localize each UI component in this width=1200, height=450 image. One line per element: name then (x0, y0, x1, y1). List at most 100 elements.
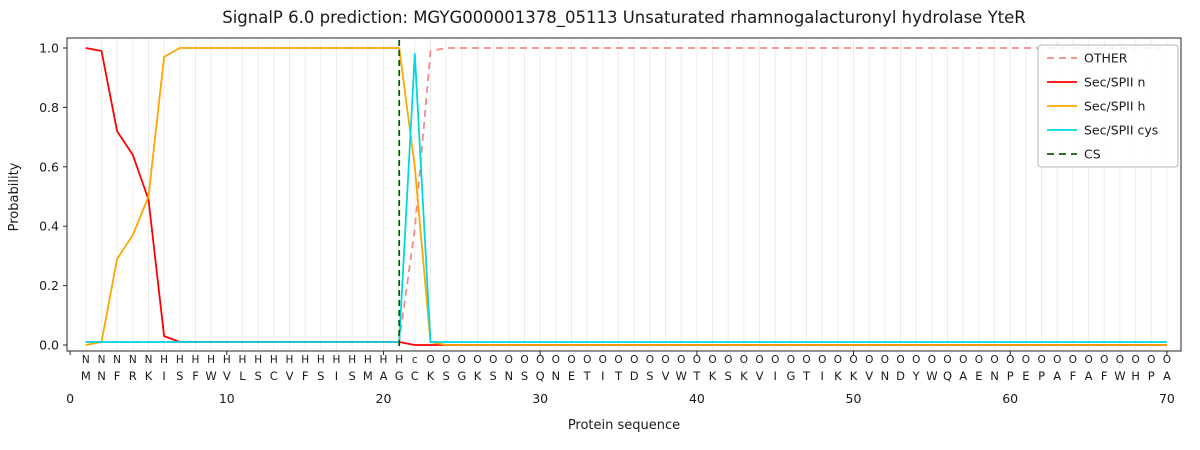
residue-letter: D (630, 369, 639, 383)
residue-letter: M (81, 369, 91, 383)
x-tick-label: 50 (846, 391, 862, 406)
residue-letter: H (1131, 369, 1140, 383)
region-label: O (552, 354, 560, 366)
region-label: H (192, 354, 200, 366)
region-label: N (98, 354, 106, 366)
residue-letter: N (881, 369, 890, 383)
region-label: O (458, 354, 466, 366)
residue-letter: A (959, 369, 967, 383)
region-label: O (1100, 354, 1108, 366)
residue-letter: K (474, 369, 482, 383)
residue-letter: T (614, 369, 623, 383)
residue-letter: Q (536, 369, 545, 383)
residue-letter: V (865, 369, 873, 383)
legend-label: Sec/SPII n (1084, 75, 1145, 90)
region-label: O (959, 354, 967, 366)
residue-letter: T (692, 369, 701, 383)
region-label: H (223, 354, 231, 366)
residue-letter: M (363, 369, 373, 383)
region-label: O (677, 354, 685, 366)
residue-letter: I (773, 369, 776, 383)
region-label: O (1163, 354, 1171, 366)
region-label: c (412, 354, 418, 366)
region-label: O (520, 354, 528, 366)
legend: OTHER Sec/SPII n Sec/SPII h Sec/SPII cys CS (1037, 44, 1179, 168)
x-tick-label: 40 (689, 391, 705, 406)
region-label: N (145, 354, 153, 366)
residue-letter: S (521, 369, 528, 383)
region-label: O (802, 354, 810, 366)
x-axis-label: Protein sequence (568, 418, 680, 433)
series-line-sec-spii-cys (85, 53, 1167, 343)
residue-letter: F (1070, 369, 1077, 383)
x-tick-label: 70 (1159, 391, 1175, 406)
region-label: O (646, 354, 654, 366)
region-label: O (771, 354, 779, 366)
region-label: H (333, 354, 341, 366)
residue-letter: K (850, 369, 858, 383)
residue-letter: G (786, 369, 795, 383)
region-label: O (505, 354, 513, 366)
residue-letter: I (335, 369, 338, 383)
residue-letter: K (740, 369, 748, 383)
region-label: O (849, 354, 857, 366)
region-label: O (1084, 354, 1092, 366)
region-label: O (708, 354, 716, 366)
legend-label: Sec/SPII h (1084, 99, 1145, 114)
residue-letter: S (255, 369, 262, 383)
region-label: O (912, 354, 920, 366)
residue-letter: A (1085, 369, 1093, 383)
residue-letter: A (1053, 369, 1061, 383)
residue-letter: S (443, 369, 450, 383)
residue-letter: R (129, 369, 137, 383)
region-label: O (724, 354, 732, 366)
residue-letter: W (1114, 369, 1125, 383)
residue-letter: W (676, 369, 687, 383)
chart-title: SignalP 6.0 prediction: MGYG000001378_05… (222, 8, 1025, 28)
residue-letter: I (601, 369, 604, 383)
region-label: O (693, 354, 701, 366)
y-tick-label: 0.4 (39, 219, 59, 234)
residue-letter: S (725, 369, 732, 383)
residue-letter: S (176, 369, 183, 383)
region-label: O (818, 354, 826, 366)
region-label: O (1147, 354, 1155, 366)
region-label: O (661, 354, 669, 366)
residue-letter: V (756, 369, 764, 383)
residue-letter: P (1038, 369, 1045, 383)
residue-letter: Q (943, 369, 952, 383)
legend-box (1037, 44, 1179, 168)
residue-letter: C (411, 369, 419, 383)
legend-label: CS (1084, 147, 1101, 162)
residue-letter: C (270, 369, 278, 383)
residue-letter: A (1163, 369, 1171, 383)
y-tick-label: 0.6 (39, 159, 59, 174)
residue-letter: T (802, 369, 811, 383)
x-tick-label: 30 (532, 391, 548, 406)
region-label: O (473, 354, 481, 366)
region-label: O (865, 354, 873, 366)
region-label: O (928, 354, 936, 366)
residue-letter: E (568, 369, 575, 383)
region-label: O (1069, 354, 1077, 366)
residue-letter: E (1022, 369, 1029, 383)
residue-letter: K (709, 369, 717, 383)
region-label: O (1022, 354, 1030, 366)
region-label: N (113, 354, 121, 366)
region-label: O (896, 354, 904, 366)
region-label: O (1006, 354, 1014, 366)
series-line-sec-spii-h (85, 47, 1167, 346)
residue-letter: W (205, 369, 216, 383)
x-tick-label: 20 (376, 391, 392, 406)
residue-letter: N (990, 369, 999, 383)
region-label: H (317, 354, 325, 366)
region-label: O (787, 354, 795, 366)
residue-letter: G (395, 369, 404, 383)
plot-frame (66, 37, 1182, 352)
region-label: O (536, 354, 544, 366)
region-label: O (975, 354, 983, 366)
y-tick-label: 0.0 (39, 338, 59, 353)
y-tick-label: 0.8 (39, 100, 59, 115)
region-label: O (881, 354, 889, 366)
series-line-sec-spii-n (85, 47, 1167, 346)
